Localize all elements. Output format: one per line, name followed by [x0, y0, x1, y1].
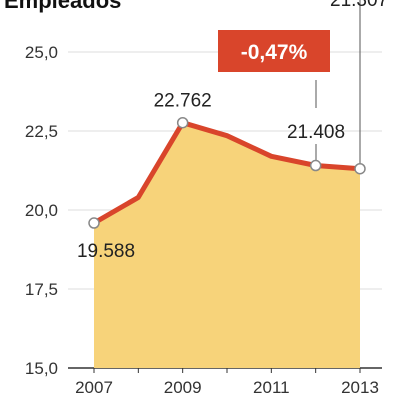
y-tick-label: 25,0 — [25, 43, 58, 62]
marker-2009 — [176, 116, 189, 129]
chart-title: Empleados — [4, 0, 121, 13]
area-fill — [94, 122, 360, 368]
x-tick-label: 2013 — [341, 378, 379, 397]
change-badge — [218, 30, 330, 72]
x-axis: 2007 2009 2011 2013 — [75, 368, 379, 397]
data-label-2012: 21.408 — [287, 122, 345, 143]
y-tick-label: 17,5 — [25, 280, 58, 299]
data-label-2009: 22.762 — [154, 91, 212, 112]
y-tick-label: 15,0 — [25, 359, 58, 378]
marker-2013 — [354, 162, 366, 175]
y-axis: 15,0 17,5 20,0 22,5 25,0 — [25, 43, 58, 378]
x-tick-label: 2011 — [253, 378, 290, 397]
x-tick-label: 2007 — [75, 378, 113, 397]
y-tick-label: 20,0 — [25, 201, 58, 220]
data-label-2007: 19.588 — [77, 241, 135, 262]
y-tick-label: 22,5 — [25, 122, 58, 141]
data-label-2013: 21.307 — [330, 0, 388, 11]
marker-2007 — [88, 217, 100, 229]
markers — [88, 116, 366, 229]
x-tick-label: 2009 — [164, 378, 202, 397]
marker-2012 — [309, 159, 322, 172]
change-badge-label: -0,47% — [241, 41, 308, 64]
